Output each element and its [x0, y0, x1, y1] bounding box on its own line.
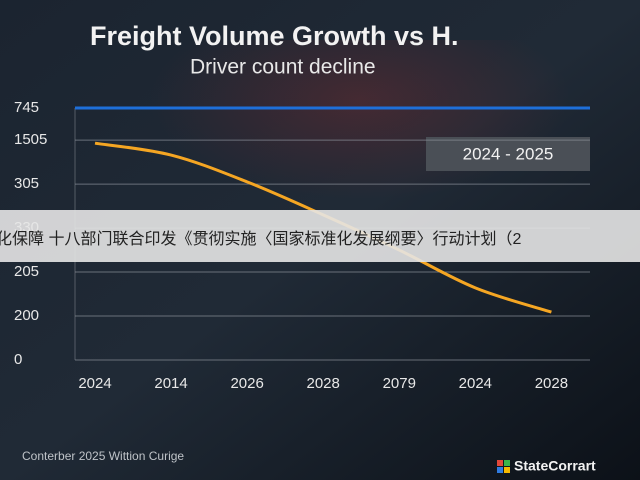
footer-note: Conterber 2025 Wittion Curige [22, 449, 184, 463]
y-tick-label: 200 [14, 307, 39, 324]
x-tick-label: 2024 [78, 375, 111, 392]
annotation: 2024 - 2025 [463, 144, 554, 163]
overlay-banner [0, 210, 640, 262]
x-tick-label: 2024 [459, 375, 492, 392]
brand-icon [504, 467, 510, 473]
y-tick-label: 205 [14, 263, 39, 280]
overlay-banner-text: 化保障 十八部门联合印发《贯彻实施〈国家标准化发展纲要〉行动计划（2 [0, 230, 521, 248]
y-tick-label: 305 [14, 175, 39, 192]
x-tick-label: 2028 [307, 375, 340, 392]
x-tick-label: 2028 [535, 375, 568, 392]
y-tick-label: 0 [14, 351, 22, 368]
x-tick-label: 2014 [154, 375, 187, 392]
x-tick-label: 2079 [383, 375, 416, 392]
brand: StateCorrart [514, 458, 596, 474]
brand-icon [504, 460, 510, 466]
brand-icon [497, 467, 503, 473]
chart-subtitle: Driver count decline [190, 56, 376, 79]
brand-icon [497, 460, 503, 466]
annotation-box [426, 137, 590, 171]
y-tick-label: 745 [14, 99, 39, 116]
x-tick-label: 2026 [230, 375, 263, 392]
chart-title: Freight Volume Growth vs H. [90, 21, 459, 51]
y-tick-label: 1505 [14, 131, 47, 148]
